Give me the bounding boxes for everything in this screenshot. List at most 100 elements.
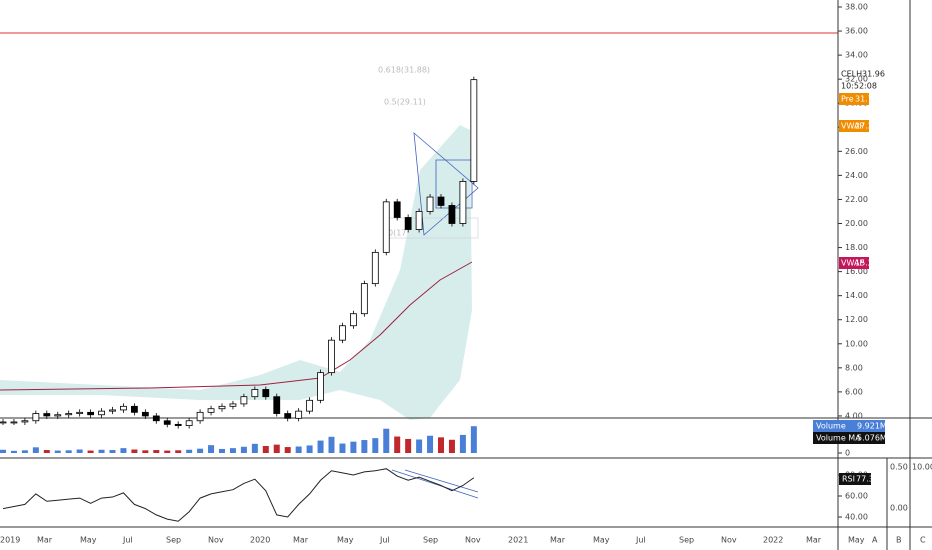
volume-bar: [120, 448, 127, 453]
volume-bar: [164, 450, 171, 453]
volume-bar: [295, 446, 302, 453]
y-tick-label: 34.00: [845, 51, 868, 60]
candle: [448, 205, 456, 224]
candle: [130, 405, 138, 413]
rsi-trend-lines: [391, 469, 479, 499]
volume-bar: [32, 447, 39, 453]
x-axis-label: 2020: [250, 536, 270, 545]
volume-badge: [813, 420, 885, 432]
volume-bar: [448, 439, 455, 453]
volume-bar: [416, 439, 423, 453]
volume-bar: [175, 450, 182, 453]
scale-button[interactable]: C: [920, 536, 926, 545]
volume-bar: [328, 436, 335, 453]
volume-bar: [65, 450, 72, 453]
volume-bar: [427, 435, 434, 453]
scale-button[interactable]: A: [872, 536, 878, 545]
candle: [306, 399, 314, 412]
candle: [349, 313, 357, 327]
candle: [317, 372, 324, 401]
candle: [43, 413, 51, 417]
volume-bar: [219, 448, 225, 453]
volume-bar: [21, 450, 28, 453]
badge-value: 27.35: [855, 122, 878, 131]
volume-bar: [372, 438, 379, 453]
volume-bar: [153, 450, 160, 453]
candle: [328, 339, 335, 374]
secondary-label: 0.00: [890, 504, 908, 513]
candle: [185, 420, 193, 426]
candle: [339, 325, 346, 341]
volume-bar: [229, 448, 236, 453]
secondary-label: 0.50: [890, 463, 908, 472]
price-badge: [839, 257, 869, 269]
x-axis-label: 2019: [0, 536, 20, 545]
x-axis-label: Mar: [550, 536, 566, 545]
badge-name: Volume: [816, 422, 846, 431]
volume-bar: [262, 445, 269, 453]
badge-name: Volume MA: [816, 434, 861, 443]
candle: [109, 409, 116, 412]
candle: [65, 413, 73, 416]
price-badge: [839, 120, 869, 132]
y-tick-label: 60.00: [845, 492, 868, 501]
candle: [273, 396, 281, 414]
x-axis-label: Nov: [465, 536, 481, 545]
candle: [174, 423, 182, 426]
volume-bar: [350, 441, 357, 453]
candle: [207, 408, 215, 413]
y-tick-label: 22.00: [845, 195, 868, 204]
candle: [470, 79, 478, 182]
volume-bar: [54, 450, 61, 453]
volume-bar: [470, 426, 477, 453]
moving-average: [0, 261, 473, 391]
y-tick-label: 38.00: [845, 3, 868, 12]
volume-bar: [0, 449, 6, 453]
y-tick-label: 6.00: [845, 387, 863, 396]
candle: [32, 413, 40, 422]
x-axis-label: May: [593, 536, 610, 545]
x-axis-label: Mar: [293, 536, 309, 545]
y-tick-label: 20.00: [845, 219, 868, 228]
y-tick-label: 26.00: [845, 147, 868, 156]
badge-name: 10:52:08: [841, 82, 877, 91]
rsi-line: [2, 468, 475, 522]
x-axis-label: 2022: [763, 536, 783, 545]
y-tick-label: 8.00: [845, 363, 863, 372]
x-axis-label: May: [848, 536, 865, 545]
volume-badge: [813, 432, 885, 444]
scale-button[interactable]: B: [896, 536, 902, 545]
candle: [21, 420, 29, 423]
volume-bar: [87, 450, 94, 453]
volume-bar: [197, 448, 204, 453]
badge-value: 31.70: [855, 95, 878, 104]
x-axis-label: Mar: [806, 536, 822, 545]
fib-label: 0(17: [388, 229, 406, 238]
price-badge: [839, 93, 869, 105]
badge-name: VWAP: [841, 259, 864, 268]
badge-name: Pre: [841, 95, 854, 104]
candle: [141, 411, 149, 417]
bollinger-band: [0, 125, 472, 420]
volume-bar: [273, 444, 280, 453]
y-tick-label: 24.00: [845, 171, 868, 180]
candle: [76, 411, 84, 414]
candle: [295, 410, 303, 419]
volume-bar: [284, 447, 291, 453]
y-tick-label: 4.00: [845, 411, 863, 420]
x-axis-label: Sep: [679, 536, 694, 545]
x-axis-label: Nov: [208, 536, 224, 545]
x-axis-label: Mar: [37, 536, 53, 545]
y-tick-label: 40.00: [845, 513, 868, 522]
y-tick-label: 32.00: [845, 75, 868, 84]
volume-bar: [240, 446, 247, 453]
candle: [229, 403, 237, 407]
volume-bar: [109, 450, 116, 453]
volume-bar: [43, 450, 50, 453]
volume-bar: [98, 449, 105, 453]
candle: [459, 181, 467, 224]
secondary-label: 10.00: [912, 463, 932, 472]
x-axis-label: May: [80, 536, 97, 545]
volume-bar: [361, 440, 368, 453]
